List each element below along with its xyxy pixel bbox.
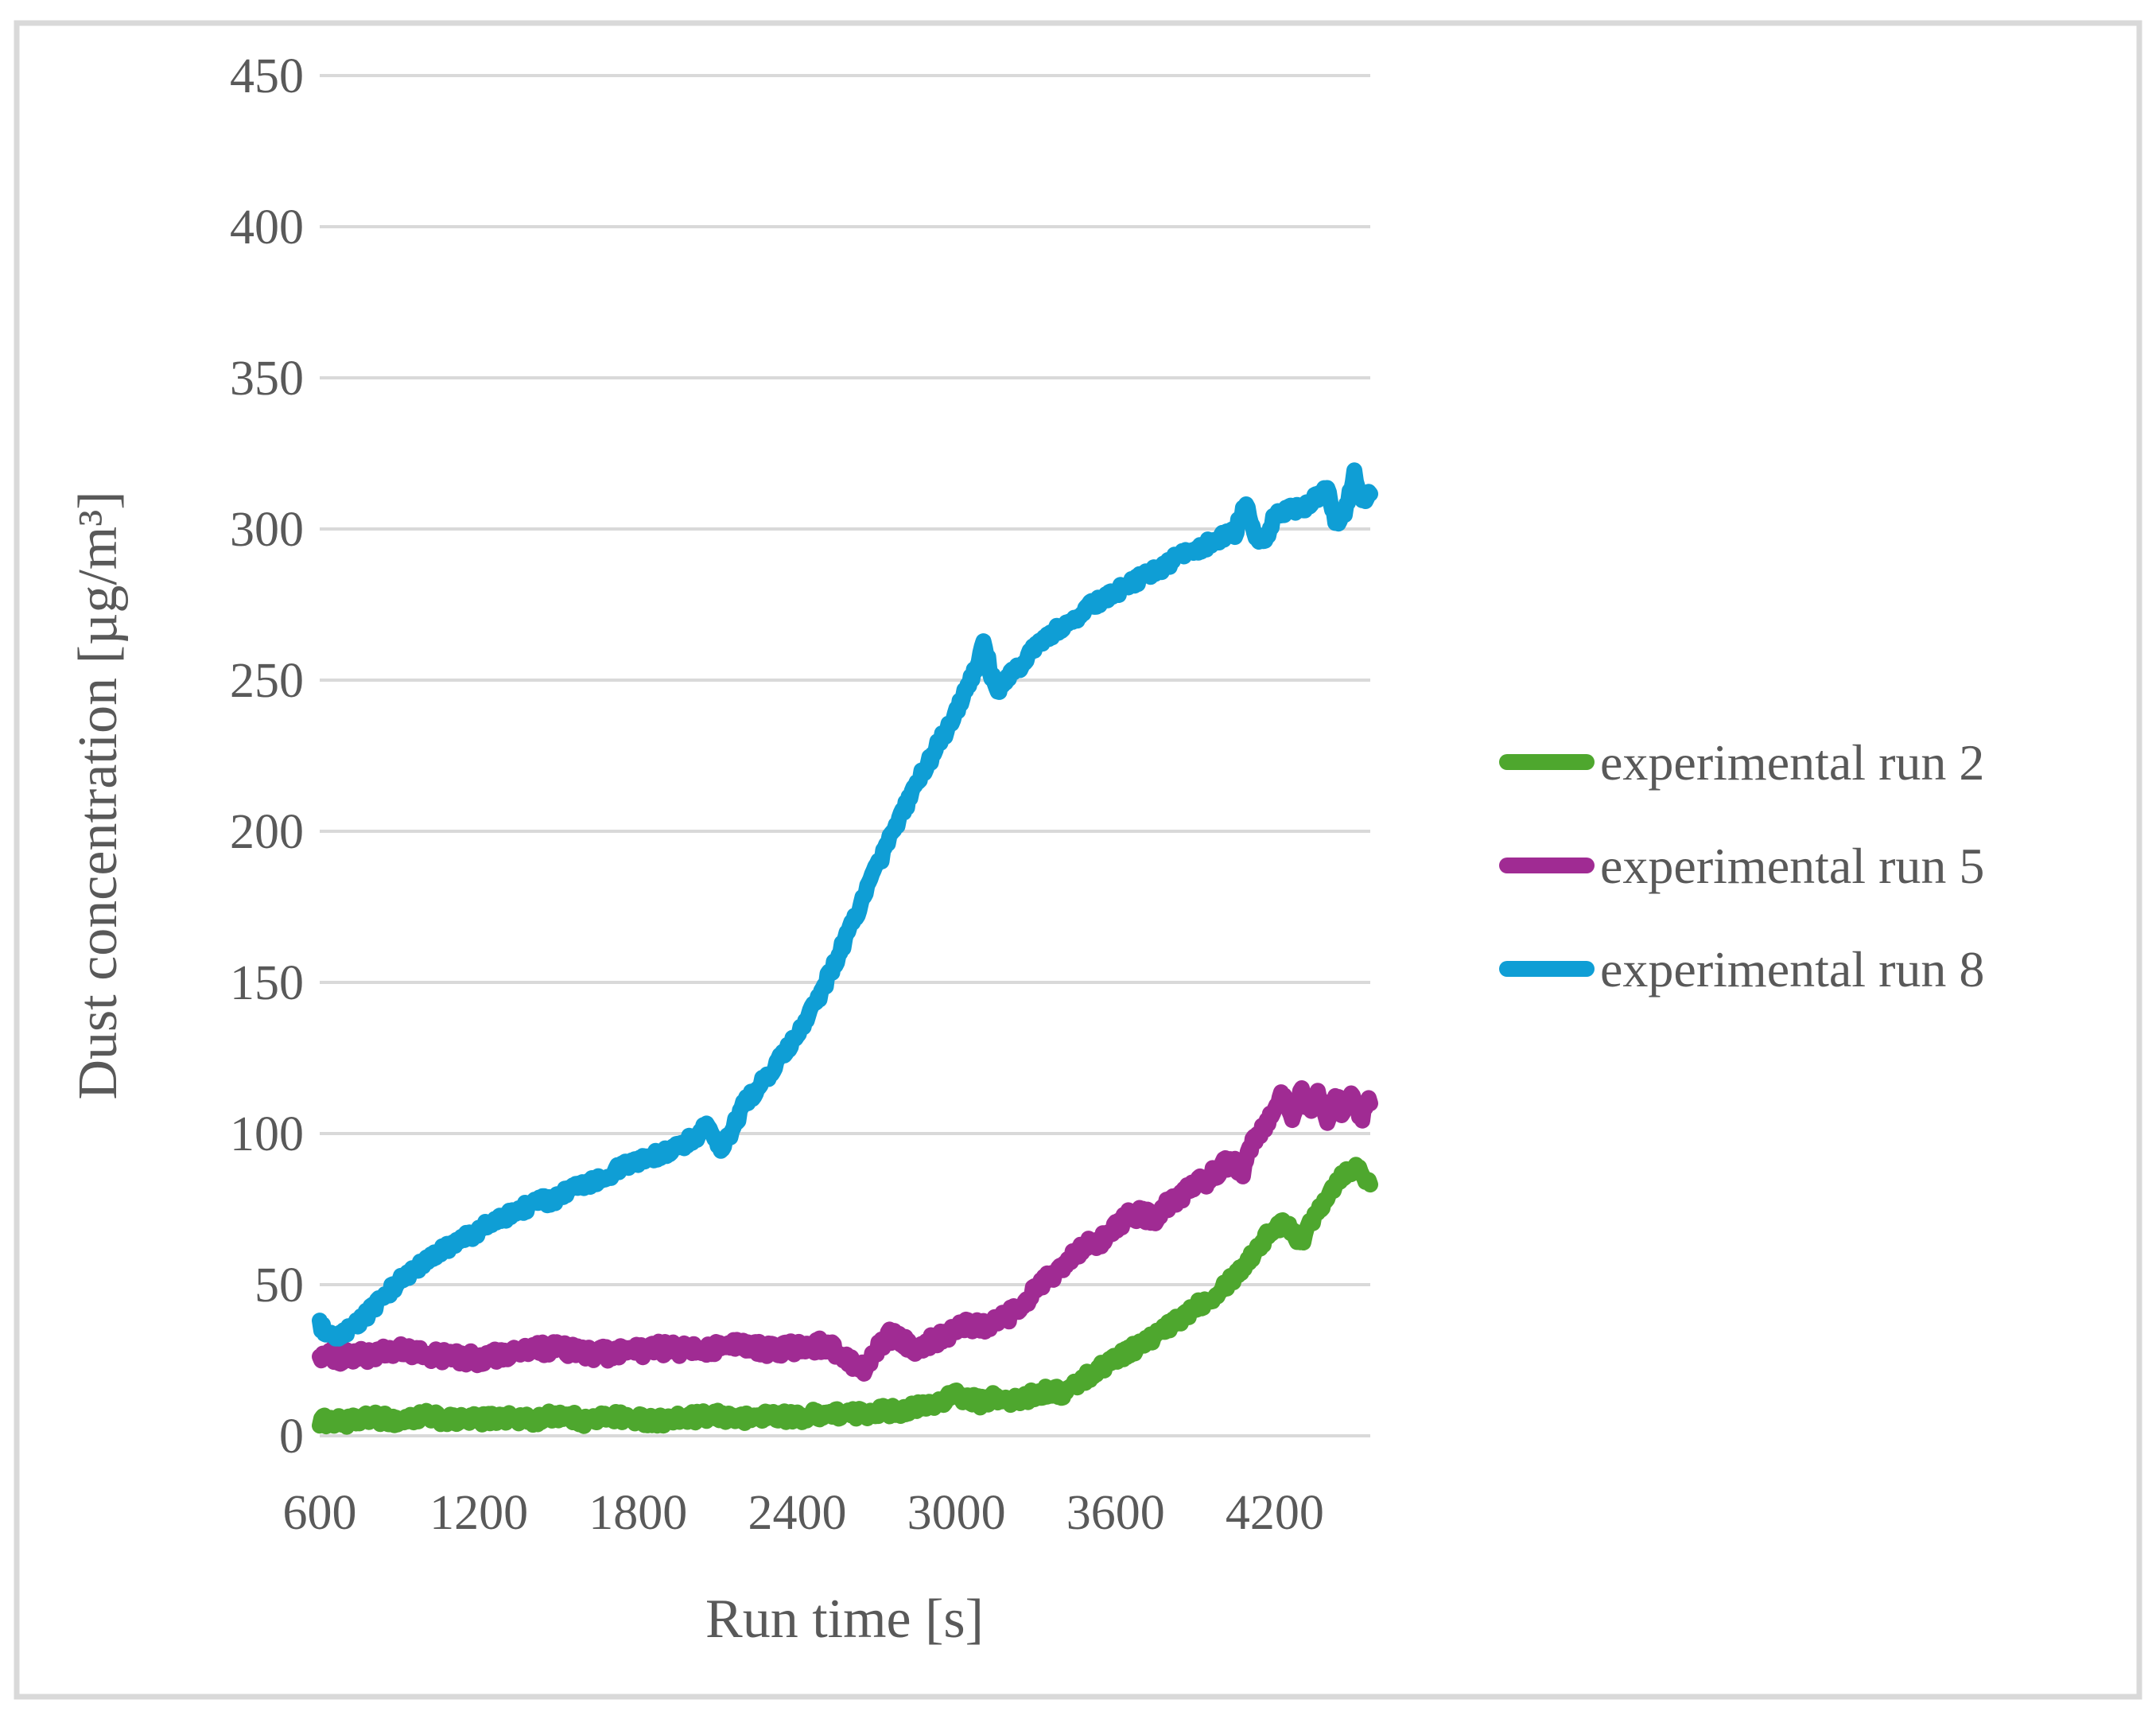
x-tick-label-3000: 3000 [907,1486,1006,1540]
legend-label-run-5: experimental run 5 [1600,838,1984,894]
y-tick-label-50: 50 [254,1258,304,1313]
series-line-experimental-run-5 [312,1080,1378,1382]
x-tick-label-3600: 3600 [1066,1486,1165,1540]
y-axis-tick-labels: 0 50 100 150 200 250 300 350 400 450 [230,49,304,1464]
figure-border [14,20,2142,1700]
legend-item-run-5: experimental run 5 [1499,838,1984,894]
legend-item-run-2: experimental run 2 [1499,734,1984,791]
y-tick-label-300: 300 [230,503,304,557]
x-tick-label-4200: 4200 [1226,1486,1324,1540]
legend-label-run-2: experimental run 2 [1600,734,1984,791]
x-tick-label-2400: 2400 [748,1486,846,1540]
y-tick-label-150: 150 [230,956,304,1010]
y-tick-label-250: 250 [230,654,304,708]
x-tick-label-600: 600 [283,1486,357,1540]
x-tick-label-1800: 1800 [589,1486,687,1540]
series-lines [312,462,1378,1435]
x-tick-label-1200: 1200 [429,1486,528,1540]
series-line-experimental-run-8 [312,462,1378,1347]
series-line-experimental-run-2 [312,1157,1378,1435]
y-tick-label-400: 400 [230,200,304,255]
legend: experimental run 2 experimental run 5 ex… [1499,734,1984,998]
x-axis-title: Run time [s] [705,1589,984,1650]
gridlines [320,74,1370,1437]
x-axis-tick-labels: 600 1200 1800 2400 3000 3600 4200 [283,1486,1324,1540]
legend-item-run-8: experimental run 8 [1499,941,1984,998]
y-axis-title: Dust concentration [µg/m³] [68,491,129,1099]
legend-label-run-8: experimental run 8 [1600,941,1984,998]
y-tick-label-450: 450 [230,49,304,103]
y-tick-label-0: 0 [279,1410,304,1464]
y-tick-label-100: 100 [230,1107,304,1161]
y-tick-label-350: 350 [230,352,304,406]
y-tick-label-200: 200 [230,805,304,859]
